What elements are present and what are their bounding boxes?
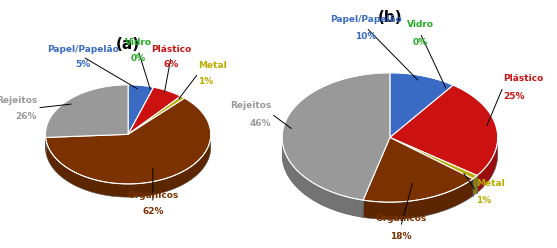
Polygon shape xyxy=(128,85,154,134)
Text: 10%: 10% xyxy=(355,32,377,41)
Polygon shape xyxy=(363,179,473,219)
Text: 1%: 1% xyxy=(198,77,214,86)
Text: Papel/Papelão: Papel/Papelão xyxy=(47,45,119,54)
Polygon shape xyxy=(46,85,128,137)
Text: 26%: 26% xyxy=(16,112,37,121)
Text: (b): (b) xyxy=(378,10,402,25)
Text: Plástico: Plástico xyxy=(151,45,191,54)
Text: Vidro: Vidro xyxy=(125,38,152,47)
Text: Rejeitos: Rejeitos xyxy=(230,101,271,110)
Text: Plástico: Plástico xyxy=(503,74,543,83)
Text: Metal: Metal xyxy=(198,61,227,70)
Text: Rejeitos: Rejeitos xyxy=(0,96,37,105)
Text: 0%: 0% xyxy=(130,54,145,63)
Text: 5%: 5% xyxy=(75,60,90,69)
Polygon shape xyxy=(46,136,211,197)
Text: 6%: 6% xyxy=(163,60,179,69)
Text: 62%: 62% xyxy=(142,207,164,216)
Text: 46%: 46% xyxy=(250,119,271,128)
Text: 1%: 1% xyxy=(476,196,491,205)
Text: Orgânicos: Orgânicos xyxy=(128,191,179,200)
Polygon shape xyxy=(477,139,498,193)
Polygon shape xyxy=(390,85,498,176)
Text: (a): (a) xyxy=(116,37,140,52)
Polygon shape xyxy=(390,137,477,179)
Text: Orgânicos: Orgânicos xyxy=(375,214,426,223)
Text: Papel/Papelão: Papel/Papelão xyxy=(330,15,402,24)
Text: 25%: 25% xyxy=(503,92,525,101)
Text: Vidro: Vidro xyxy=(407,20,433,29)
Polygon shape xyxy=(128,87,181,134)
Polygon shape xyxy=(46,98,211,184)
Polygon shape xyxy=(282,73,390,200)
Polygon shape xyxy=(390,73,453,137)
Polygon shape xyxy=(282,140,363,217)
Text: 0%: 0% xyxy=(413,38,428,47)
Text: 18%: 18% xyxy=(390,232,412,241)
Polygon shape xyxy=(473,176,477,196)
Polygon shape xyxy=(363,137,473,202)
Polygon shape xyxy=(128,96,185,134)
Text: Metal: Metal xyxy=(476,179,505,187)
